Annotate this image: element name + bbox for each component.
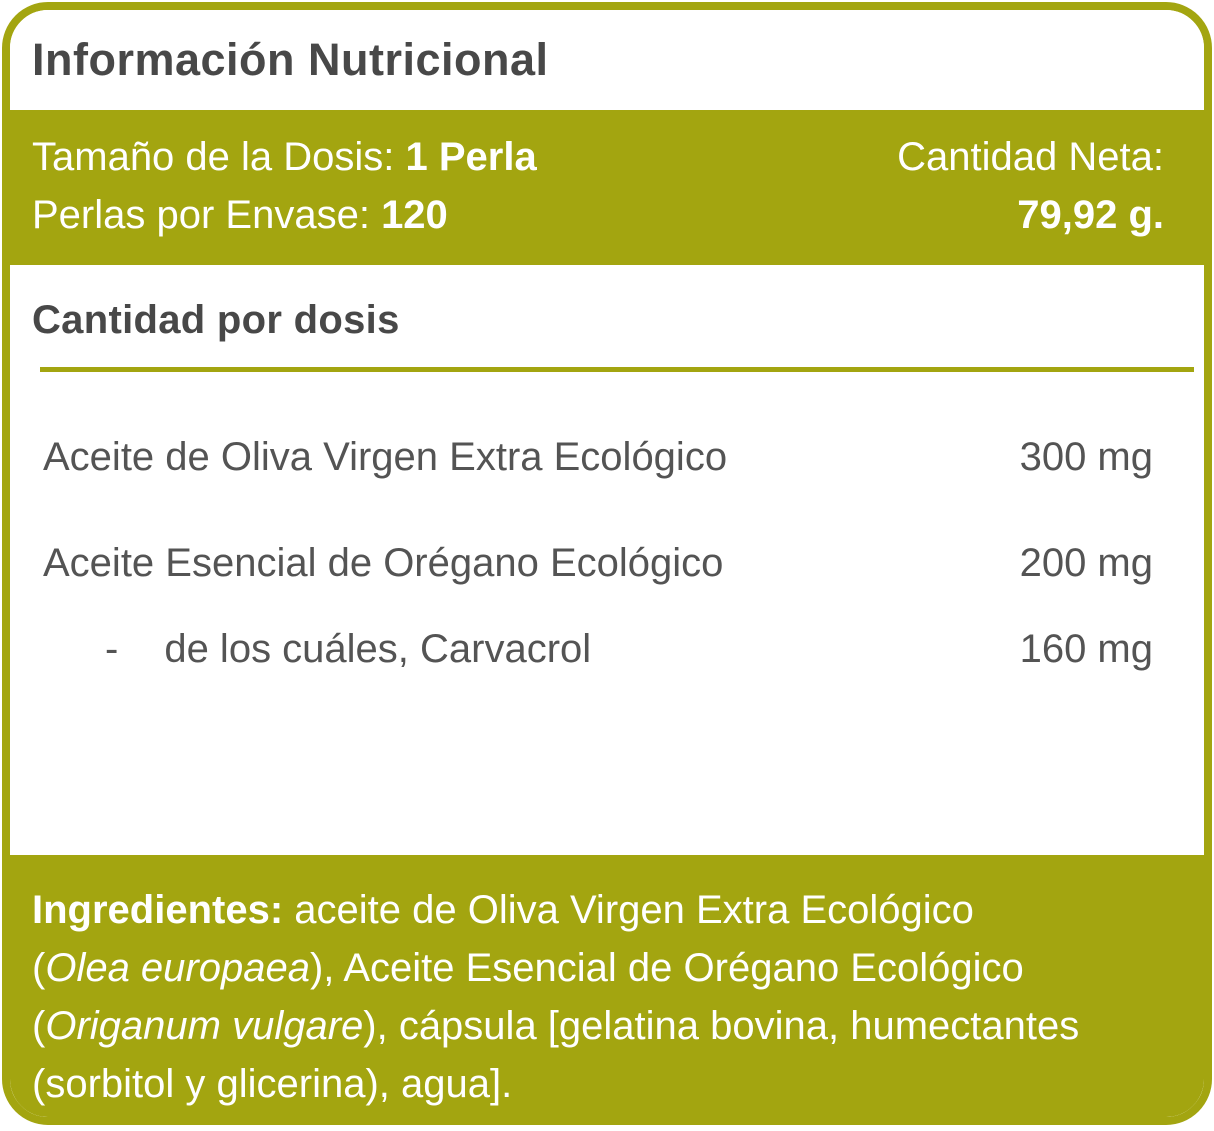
servings-per-container-label: Perlas por Envase: xyxy=(32,193,382,237)
nutrient-name: Aceite Esencial de Orégano Ecológico xyxy=(43,541,724,585)
nutrient-row: - de los cuáles, Carvacrol 160 mg xyxy=(43,626,1153,672)
servings-per-container-value: 120 xyxy=(381,193,448,237)
amount-per-dose-section: Cantidad por dosis Aceite de Oliva Virge… xyxy=(10,265,1204,855)
net-quantity-label: Cantidad Neta: xyxy=(897,135,1164,179)
nutrient-amount: 200 mg xyxy=(1019,541,1153,585)
dosage-left-column: Tamaño de la Dosis: 1 Perla Perlas por E… xyxy=(32,128,537,265)
dosage-right-column: Cantidad Neta: 79,92 g. xyxy=(897,128,1164,265)
serving-size-line: Tamaño de la Dosis: 1 Perla xyxy=(32,128,537,186)
net-quantity-value: 79,92 g. xyxy=(1017,193,1164,237)
serving-size-value: 1 Perla xyxy=(405,135,537,179)
dosage-section: Tamaño de la Dosis: 1 Perla Perlas por E… xyxy=(10,110,1204,265)
amount-per-dose-heading: Cantidad por dosis xyxy=(32,298,400,342)
serving-size-label: Tamaño de la Dosis: xyxy=(32,135,406,179)
page-title: Información Nutricional xyxy=(32,34,549,85)
ingredients-section: Ingredientes: aceite de Oliva Virgen Ext… xyxy=(10,855,1204,1117)
nutrient-name: de los cuáles, Carvacrol xyxy=(164,627,592,671)
nutrient-amount: 160 mg xyxy=(1019,627,1153,671)
nutrient-row: Aceite de Oliva Virgen Extra Ecológico 30… xyxy=(43,434,1153,480)
indent-dash: - xyxy=(105,627,119,671)
ingredients-text: Ingredientes: aceite de Oliva Virgen Ext… xyxy=(32,888,1080,1106)
nutrient-row: Aceite Esencial de Orégano Ecológico 200 … xyxy=(43,540,1153,586)
label-header: Información Nutricional xyxy=(10,10,1204,110)
nutrient-amount: 300 mg xyxy=(1019,435,1153,479)
section-divider xyxy=(40,367,1194,372)
servings-per-container-line: Perlas por Envase: 120 xyxy=(32,186,537,244)
nutrient-rows: Aceite de Oliva Virgen Extra Ecológico 30… xyxy=(43,434,1153,672)
nutrient-name: Aceite de Oliva Virgen Extra Ecológico xyxy=(43,435,728,479)
